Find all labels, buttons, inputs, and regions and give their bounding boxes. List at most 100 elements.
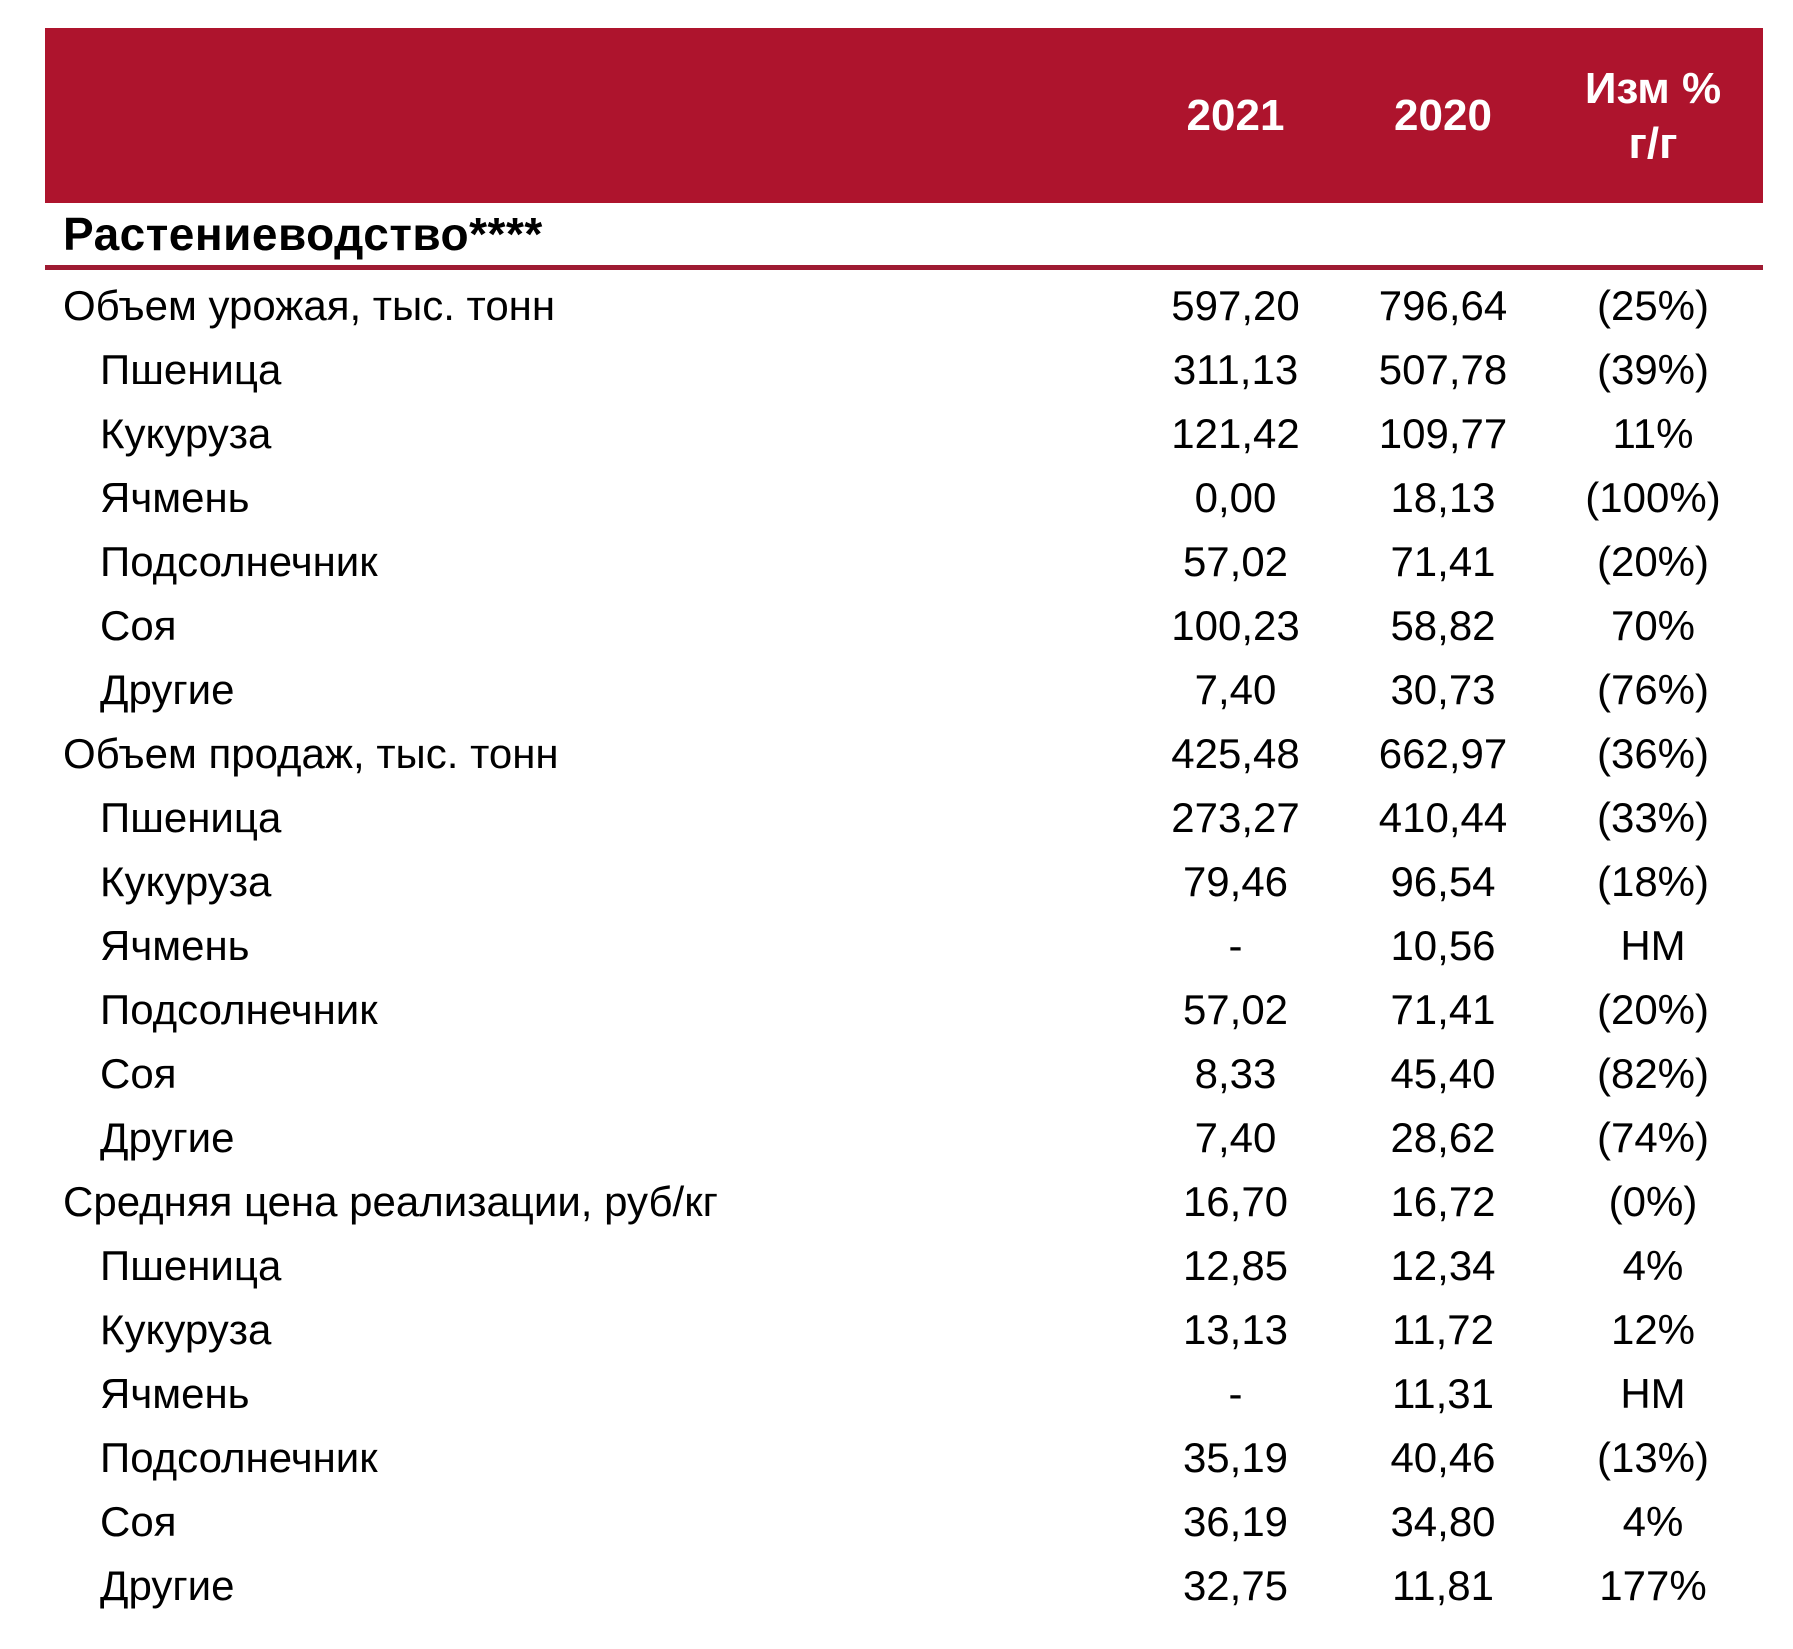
cell-2020: 28,62 <box>1390 1114 1496 1161</box>
cell-2020: 16,72 <box>1390 1178 1496 1225</box>
cell-2021: 311,13 <box>1172 346 1299 393</box>
cell-change: (25%) <box>1596 282 1710 329</box>
cell-2020: 45,40 <box>1390 1050 1496 1097</box>
table-row: Другие 32,75 11,81 177% <box>45 1554 1763 1618</box>
row-label: Другие <box>100 666 235 713</box>
row-label: Ячмень <box>100 474 250 521</box>
cell-2021: 57,02 <box>1182 986 1289 1033</box>
cell-2021: 35,19 <box>1182 1434 1289 1481</box>
table-row: Соя 100,23 58,82 70% <box>45 594 1763 658</box>
cell-2021: 7,40 <box>1194 1114 1277 1161</box>
cell-2021: 79,46 <box>1182 858 1289 905</box>
cell-2020: 12,34 <box>1390 1242 1496 1289</box>
header-col-change: Изм % г/г <box>1543 61 1763 171</box>
cell-change: (82%) <box>1596 1050 1710 1097</box>
table-row: Средняя цена реализации, руб/кг 16,70 16,7… <box>45 1170 1763 1234</box>
cell-change: 177% <box>1599 1562 1707 1609</box>
cell-2021: 7,40 <box>1194 666 1277 713</box>
cell-2020: 34,80 <box>1390 1498 1496 1545</box>
cell-2020: 796,64 <box>1378 282 1508 329</box>
table-row: Подсолнечник 57,02 71,41 (20%) <box>45 530 1763 594</box>
cell-change: НМ <box>1620 922 1686 969</box>
table-body: Объем урожая, тыс. тонн 597,20 796,64 (25%)… <box>45 270 1763 1618</box>
row-label: Другие <box>100 1114 235 1161</box>
cell-change: (0%) <box>1608 1178 1698 1225</box>
cell-change: (33%) <box>1596 794 1710 841</box>
row-label: Ячмень <box>100 1370 250 1417</box>
cell-change: 11% <box>1612 410 1694 457</box>
row-label: Другие <box>100 1562 235 1609</box>
cell-2020: 10,56 <box>1390 922 1496 969</box>
table-row: Другие 7,40 30,73 (76%) <box>45 658 1763 722</box>
cell-2020: 109,77 <box>1378 410 1508 457</box>
row-label: Соя <box>100 1498 177 1545</box>
row-label: Объем урожая, тыс. тонн <box>63 282 556 329</box>
table-row: Кукуруза 121,42 109,77 11% <box>45 402 1763 466</box>
cell-change: (20%) <box>1596 986 1710 1033</box>
cell-change: (18%) <box>1596 858 1710 905</box>
cell-change: 4% <box>1622 1242 1684 1289</box>
section-title: Растениеводство**** <box>63 208 543 260</box>
row-label: Кукуруза <box>100 858 272 905</box>
row-label: Кукуруза <box>100 1306 272 1353</box>
cell-2021: 13,13 <box>1182 1306 1289 1353</box>
table-row: Ячмень 0,00 18,13 (100%) <box>45 466 1763 530</box>
cell-2020: 30,73 <box>1390 666 1496 713</box>
row-label: Средняя цена реализации, руб/кг <box>63 1178 718 1225</box>
cell-2021: 32,75 <box>1182 1562 1289 1609</box>
cell-change: (100%) <box>1585 474 1721 521</box>
cell-2020: 96,54 <box>1390 858 1496 905</box>
cell-2020: 662,97 <box>1378 730 1508 777</box>
cell-2021: 36,19 <box>1182 1498 1289 1545</box>
cell-2021: 12,85 <box>1182 1242 1289 1289</box>
table-row: Подсолнечник 35,19 40,46 (13%) <box>45 1426 1763 1490</box>
cell-change: НМ <box>1620 1370 1686 1417</box>
row-label: Подсолнечник <box>100 538 378 585</box>
table-row: Соя 8,33 45,40 (82%) <box>45 1042 1763 1106</box>
cell-2021: 100,23 <box>1171 602 1300 649</box>
cell-2020: 11,72 <box>1392 1306 1494 1353</box>
cell-change: 12% <box>1610 1306 1696 1353</box>
cell-2020: 58,82 <box>1390 602 1496 649</box>
table-row: Объем урожая, тыс. тонн 597,20 796,64 (25%) <box>45 274 1763 338</box>
table-row: Кукуруза 13,13 11,72 12% <box>45 1298 1763 1362</box>
cell-2021: 57,02 <box>1182 538 1289 585</box>
header-change-line1: Изм % <box>1584 63 1722 113</box>
table-row: Объем продаж, тыс. тонн 425,48 662,97 (36%) <box>45 722 1763 786</box>
results-table: 2021 2020 Изм % г/г Растениеводство**** … <box>45 28 1763 1618</box>
row-label: Соя <box>100 1050 177 1097</box>
header-col-2020: 2020 <box>1394 90 1492 140</box>
cell-2021: - <box>1228 922 1243 969</box>
cell-change: (20%) <box>1596 538 1710 585</box>
header-change-line2: г/г <box>1628 118 1678 168</box>
cell-change: (13%) <box>1596 1434 1710 1481</box>
row-label: Объем продаж, тыс. тонн <box>63 730 559 777</box>
table-row: Кукуруза 79,46 96,54 (18%) <box>45 850 1763 914</box>
table-row: Пшеница 12,85 12,34 4% <box>45 1234 1763 1298</box>
cell-2020: 11,81 <box>1392 1562 1494 1609</box>
section-row: Растениеводство**** <box>45 203 1763 265</box>
cell-change: (76%) <box>1596 666 1710 713</box>
cell-2021: 597,20 <box>1171 282 1300 329</box>
row-label: Кукуруза <box>100 410 272 457</box>
row-label: Подсолнечник <box>100 986 378 1033</box>
cell-2021: 16,70 <box>1182 1178 1289 1225</box>
table-row: Другие 7,40 28,62 (74%) <box>45 1106 1763 1170</box>
cell-2021: 273,27 <box>1171 794 1300 841</box>
header-col-2021: 2021 <box>1186 90 1285 140</box>
row-label: Подсолнечник <box>100 1434 378 1481</box>
row-label: Пшеница <box>100 346 282 393</box>
cell-2021: 121,42 <box>1171 410 1300 457</box>
cell-change: 70% <box>1610 602 1696 649</box>
cell-2021: 0,00 <box>1194 474 1277 521</box>
section-divider-rule <box>45 265 1763 270</box>
cell-2020: 410,44 <box>1378 794 1508 841</box>
table-header-band: 2021 2020 Изм % г/г <box>45 28 1763 203</box>
cell-2021: 8,33 <box>1194 1050 1277 1097</box>
cell-2020: 507,78 <box>1378 346 1508 393</box>
row-label: Ячмень <box>100 922 250 969</box>
table-row: Ячмень - 11,31 НМ <box>45 1362 1763 1426</box>
table-row: Соя 36,19 34,80 4% <box>45 1490 1763 1554</box>
row-label: Соя <box>100 602 177 649</box>
cell-2020: 11,31 <box>1392 1370 1494 1417</box>
